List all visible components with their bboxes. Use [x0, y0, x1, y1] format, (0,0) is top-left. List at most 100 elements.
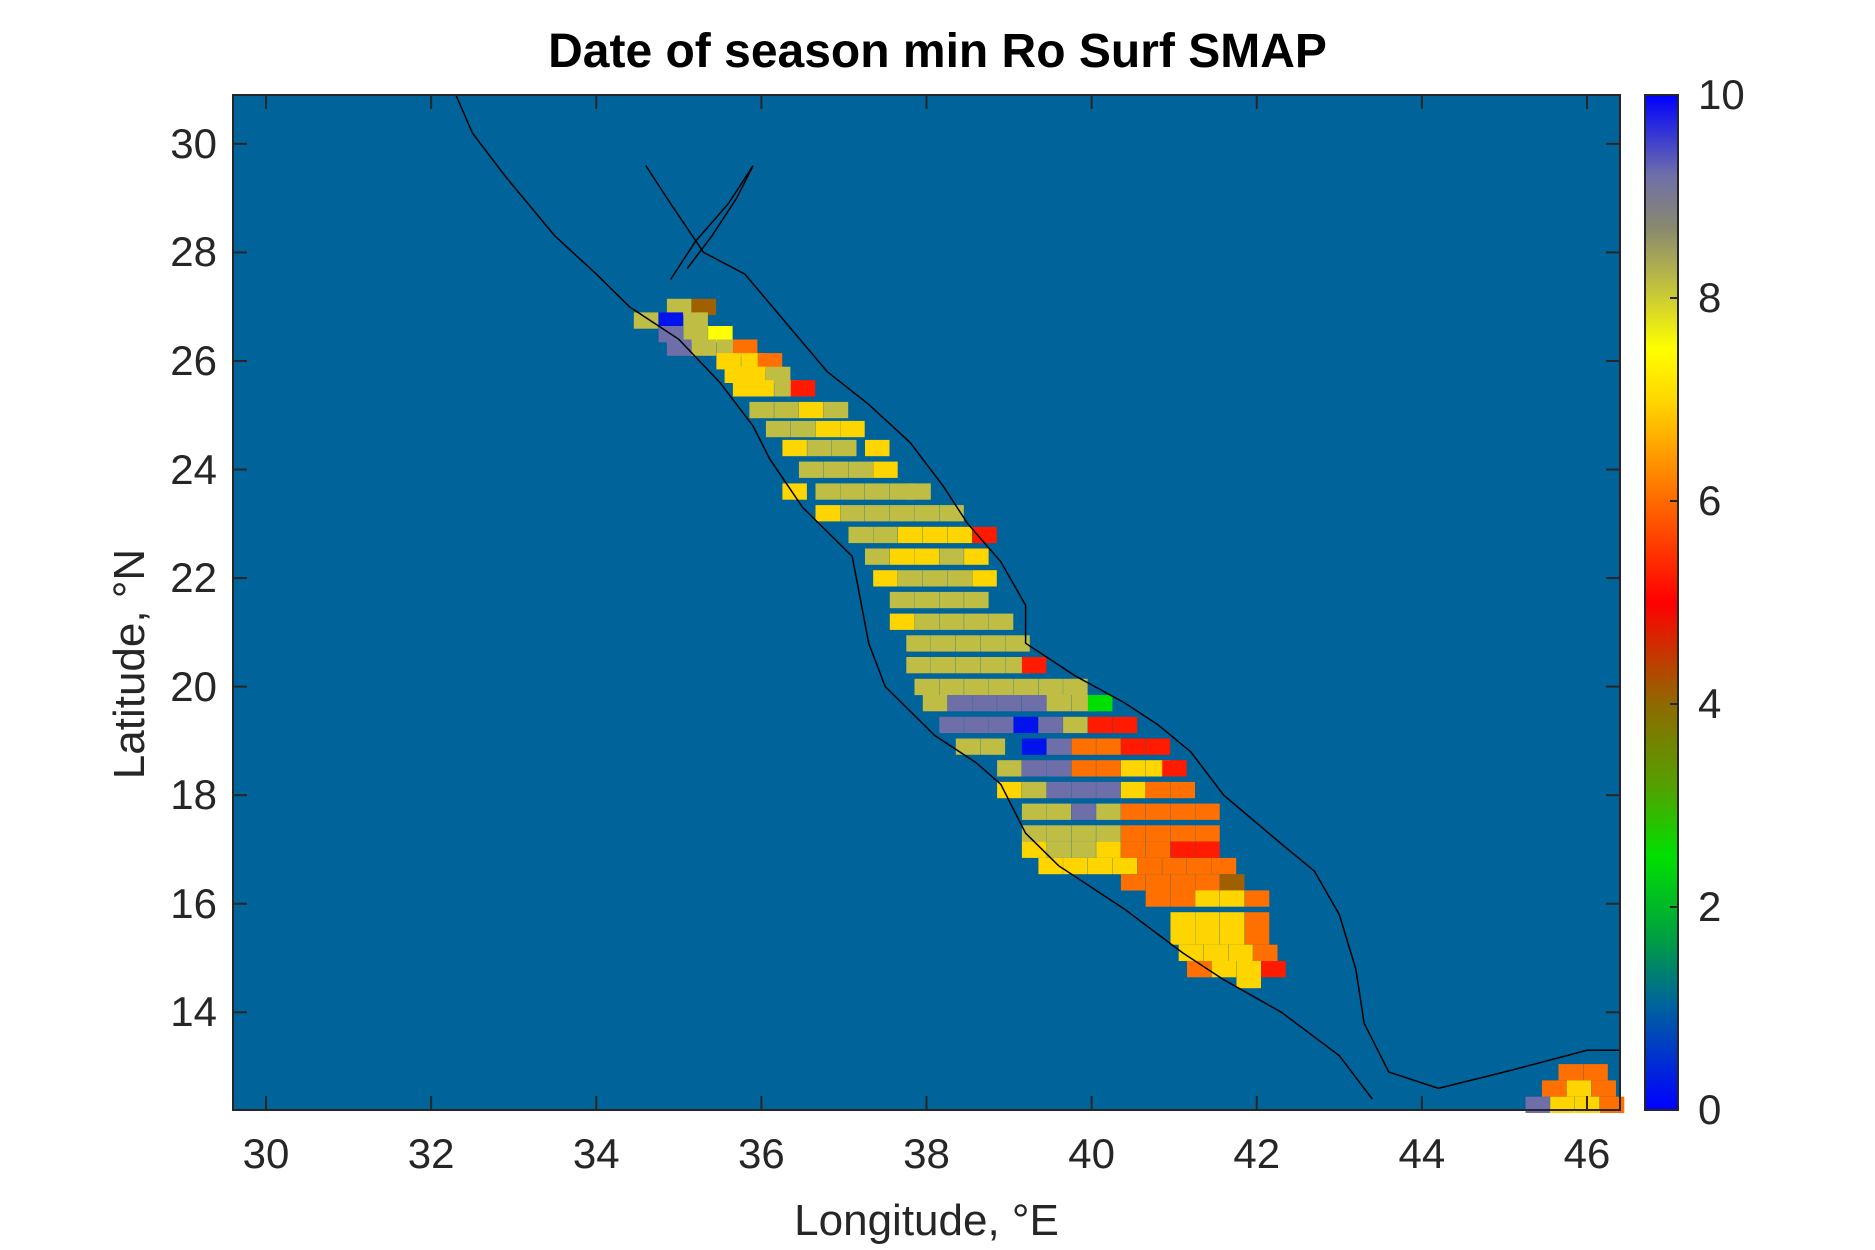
heatmap-cell	[749, 380, 774, 397]
heatmap-cell	[1170, 825, 1195, 842]
heatmap-cell	[1013, 716, 1039, 734]
heatmap-cell	[1170, 781, 1195, 799]
x-tick-label: 40	[1068, 1130, 1115, 1177]
heatmap-cell	[1005, 635, 1030, 652]
heatmap-cell	[1170, 841, 1195, 858]
colorbar-tick-label: 6	[1698, 477, 1722, 524]
heatmap-cell	[782, 439, 807, 457]
heatmap-cell	[964, 591, 989, 609]
heatmap-cell	[947, 526, 973, 544]
heatmap-cell	[1096, 841, 1121, 858]
heatmap-cell	[1170, 874, 1195, 891]
heatmap-cell	[1145, 874, 1171, 891]
heatmap-cell	[947, 695, 973, 712]
heatmap-cell	[980, 657, 1006, 674]
heatmap-cell	[1096, 803, 1121, 820]
coastline-lines	[455, 94, 1620, 1100]
heatmap-cell	[1220, 874, 1245, 891]
heatmap-cell	[1021, 760, 1047, 777]
heatmap-cell	[1021, 825, 1047, 842]
heatmap-cell	[1170, 912, 1195, 929]
heatmap-cell	[798, 401, 824, 419]
heatmap-cell	[1542, 1080, 1567, 1097]
heatmap-cell	[790, 420, 816, 438]
x-tick-label: 42	[1233, 1130, 1281, 1177]
heatmap-cell	[1046, 841, 1072, 858]
heatmap-cell	[1021, 657, 1047, 674]
heatmap-cell	[898, 570, 923, 587]
y-tick-label: 30	[170, 119, 217, 167]
heatmap-cell	[1071, 825, 1096, 842]
heatmap-cell	[1558, 1064, 1583, 1081]
colorbar	[1644, 94, 1679, 1111]
colorbar-tick-label: 8	[1698, 274, 1722, 321]
colorbar-gradient	[1644, 94, 1679, 1111]
heatmap-cell	[1220, 928, 1245, 945]
heatmap-cell	[906, 483, 931, 500]
y-tick-label: 28	[170, 228, 217, 276]
heatmap-cell	[1162, 760, 1187, 777]
heatmap-cell	[1591, 1080, 1616, 1097]
heatmap-cell	[964, 613, 989, 630]
heatmap-cell	[1195, 874, 1220, 891]
gulf-of-aqaba	[669, 165, 754, 280]
heatmap-cell	[939, 613, 964, 630]
heatmap-cell	[898, 526, 923, 544]
heatmap-cell	[865, 548, 890, 565]
heatmap-cell	[1021, 695, 1047, 712]
heatmap-cell	[1170, 890, 1195, 907]
heatmap-cell	[972, 570, 997, 587]
heatmap-cell	[1203, 944, 1228, 961]
heatmap-cell	[1220, 912, 1245, 929]
east-coastline	[645, 165, 1620, 1090]
heatmap-cell	[798, 461, 824, 478]
heatmap-cell	[1195, 928, 1220, 945]
heatmap-cell	[815, 505, 840, 522]
heatmap-cell	[1244, 890, 1270, 907]
heatmap-cell	[1021, 803, 1047, 820]
y-tick-label: 16	[170, 879, 217, 927]
heatmap-cell	[873, 526, 898, 544]
heatmap-cell	[823, 401, 849, 419]
heatmap-cell	[1071, 781, 1096, 799]
heatmap-cell	[666, 298, 692, 316]
heatmap-cell	[1244, 912, 1270, 929]
heatmap-cell	[889, 591, 915, 609]
x-tick-label: 30	[242, 1130, 290, 1177]
heatmap-cell	[1120, 738, 1146, 755]
heatmap-cell	[955, 657, 981, 674]
heatmap-cell	[848, 461, 873, 478]
heatmap-cell	[840, 483, 865, 500]
heatmap-cell	[865, 483, 890, 500]
heatmap-cell	[865, 439, 890, 457]
heatmap-cell	[691, 298, 717, 316]
heatmap-cell	[848, 526, 873, 544]
heatmap-cell	[1046, 825, 1072, 842]
heatmap-cell	[1087, 695, 1113, 712]
heatmap-cell	[1071, 841, 1096, 858]
heatmap-cell	[1253, 944, 1278, 961]
heatmap-cell	[1195, 825, 1220, 842]
heatmap-cell	[922, 570, 948, 587]
heatmap-cell	[914, 591, 939, 609]
heatmap-cell	[997, 695, 1022, 712]
heatmap-cell	[1187, 857, 1212, 875]
heatmap-cell	[1046, 695, 1072, 712]
heatmap-cell	[980, 635, 1006, 652]
heatmap-cell	[1063, 716, 1088, 734]
heatmap-cell	[683, 312, 708, 329]
heatmap-cell	[914, 548, 939, 565]
heatmap-cell	[716, 353, 741, 370]
heatmap-cell	[947, 570, 973, 587]
heatmap-cell	[873, 461, 898, 478]
heatmap-cell	[865, 505, 890, 522]
heatmap-cell	[832, 439, 857, 457]
heatmap-cell	[1145, 781, 1171, 799]
x-tick-label: 38	[903, 1130, 950, 1177]
heatmap-cell	[1145, 825, 1171, 842]
heatmap-cell	[757, 353, 783, 370]
heatmap-cell	[914, 613, 939, 630]
heatmap-cell	[790, 380, 816, 397]
x-axis-label: Longitude, °E	[794, 1196, 1059, 1245]
heatmap-cell	[980, 738, 1006, 755]
